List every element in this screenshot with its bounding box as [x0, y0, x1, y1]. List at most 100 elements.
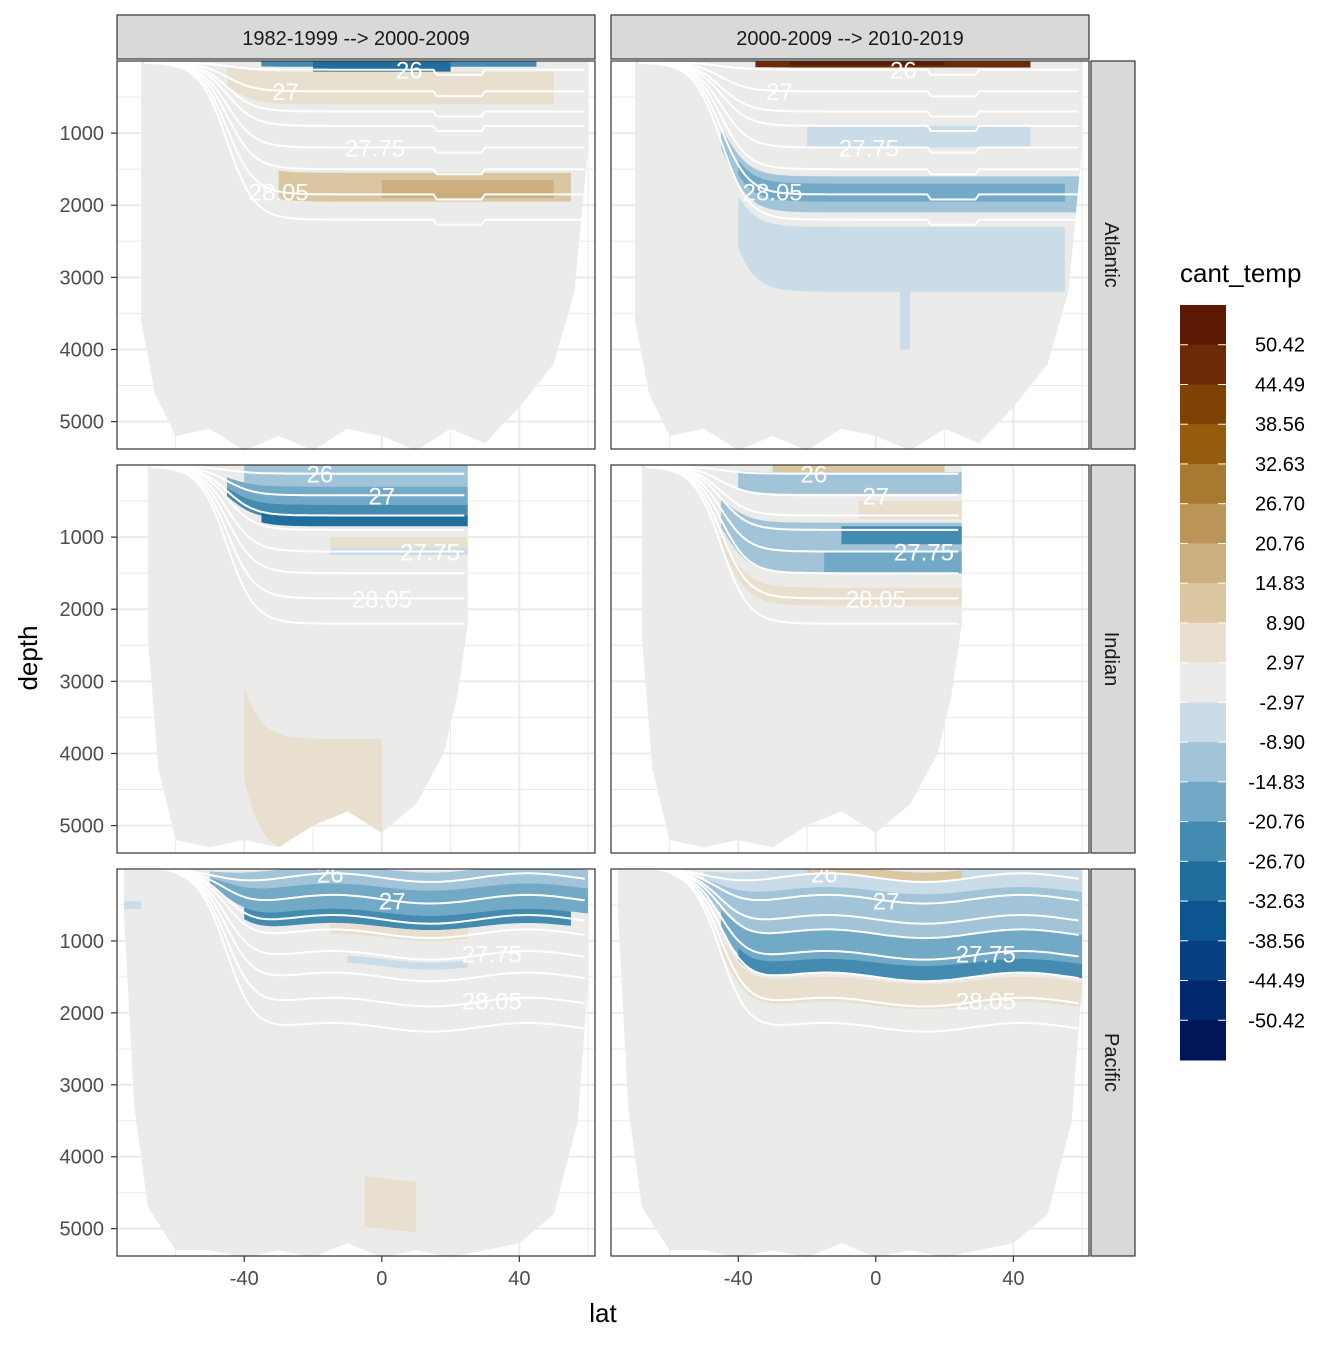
y-tick-label: 3000	[60, 1075, 105, 1097]
anomaly-band	[209, 877, 589, 916]
isopycnal-line	[621, 869, 1079, 1008]
anomaly-band	[227, 477, 468, 505]
isopycnal-line	[645, 465, 959, 531]
legend-label: 20.76	[1255, 533, 1305, 555]
strip-background	[1090, 464, 1136, 854]
legend-swatch	[1180, 861, 1226, 902]
contour-label: 27	[272, 79, 299, 106]
anomaly-band	[227, 487, 468, 520]
isopycnals	[638, 61, 1079, 226]
isopycnal-line	[645, 465, 959, 575]
isopycnal-line	[638, 61, 1079, 154]
isopycnal-line	[144, 61, 585, 226]
isopycnal-line	[127, 869, 585, 983]
panels: 26 27 27.75 28.05 26 27 27.75 28.05 26 27 27.75 28.…	[116, 58, 1090, 1258]
column-strip-label: 2000-2009 --> 2010-2019	[736, 28, 963, 50]
isopycnal-line	[144, 61, 585, 154]
anomaly-band	[721, 936, 1083, 1010]
isopycnal-line	[621, 869, 1079, 940]
isopycnal-line	[638, 61, 1079, 118]
legend-swatch	[1180, 781, 1226, 823]
y-tick-label: 5000	[60, 816, 105, 838]
isopycnal-line	[638, 61, 1079, 98]
row-strip-label: Pacific	[1100, 1033, 1122, 1092]
isopycnal-line	[645, 465, 959, 497]
legend-swatch	[1180, 305, 1226, 346]
isopycnal-line	[127, 869, 585, 1033]
legend-label: -2.97	[1259, 692, 1305, 714]
anomaly-band	[899, 277, 911, 350]
facet-panel-indian-2: 26 27 27.75 28.05	[610, 462, 1090, 854]
legend-swatch	[1180, 463, 1226, 505]
x-axis-title: lat	[589, 1298, 617, 1328]
panel-border	[116, 868, 596, 1257]
isopycnal-line	[621, 869, 1079, 1033]
y-tick-label: 4000	[60, 339, 105, 361]
anomaly-band	[330, 537, 468, 548]
x-tick-label: 40	[508, 1268, 530, 1290]
column-strip-1: 1982-1999 --> 2000-2009	[116, 14, 596, 60]
contour-label: 28.05	[462, 988, 522, 1015]
legend-swatch	[1180, 980, 1226, 1021]
y-tick-label: 2000	[60, 195, 105, 217]
strips: 1982-1999 --> 2000-2009 2000-2009 --> 201…	[116, 14, 1136, 1257]
isopycnal-line	[127, 869, 585, 883]
legend-label: -38.56	[1248, 931, 1305, 953]
isopycnal-line	[638, 61, 1079, 176]
facet-panel-atlantic-1: 26 27 27.75 28.05	[116, 58, 596, 451]
x-tick-label: -40	[230, 1268, 259, 1290]
isopycnal-line	[638, 61, 1079, 201]
ocean-section	[123, 869, 589, 1258]
facet-panel-pacific-2: 26 27 27.75 28.05	[610, 861, 1090, 1258]
isopycnals	[645, 465, 959, 625]
y-tick-label: 3000	[60, 267, 105, 289]
facet-panel-pacific-1: 26 27 27.75 28.05	[116, 861, 596, 1258]
contour-label: 27.75	[894, 540, 954, 567]
contour-label: 27	[766, 79, 793, 106]
isopycnal-line	[621, 869, 1079, 883]
contour-label: 27	[368, 483, 395, 510]
legend-swatch	[1180, 1020, 1226, 1061]
contour-label: 27.75	[956, 942, 1016, 969]
column-strip-2: 2000-2009 --> 2010-2019	[610, 14, 1090, 60]
legend-label: 8.90	[1266, 613, 1305, 635]
anomaly-band	[789, 61, 945, 66]
strip-background	[1090, 60, 1136, 450]
contour-label: 26	[307, 462, 334, 489]
isopycnal-line	[621, 869, 1079, 983]
isopycnal-line	[645, 465, 959, 553]
legend-title: cant_temp	[1180, 258, 1301, 288]
isopycnal-line	[127, 869, 585, 925]
isopycnal-line	[144, 61, 585, 132]
legend-label: -32.63	[1248, 891, 1305, 913]
isopycnal-line	[151, 465, 465, 517]
anomaly-band	[244, 465, 468, 487]
isopycnal-line	[127, 869, 585, 961]
contour-label: 27.75	[839, 136, 899, 163]
legend-swatch	[1180, 662, 1226, 703]
contour-label: 28.05	[743, 179, 803, 206]
anomaly-band	[227, 67, 554, 105]
isopycnal-line	[151, 466, 465, 600]
contour-label: 27.75	[400, 540, 460, 567]
isopycnal-line	[144, 61, 585, 98]
legend: cant_temp 50.42 44.49 38.56 32.63 26.70 20.76…	[1180, 258, 1305, 1061]
isopycnal-line	[151, 465, 465, 553]
row-strip-pacific: Pacific	[1090, 868, 1136, 1257]
contour-label: 27	[873, 889, 900, 916]
anomaly-band	[824, 551, 962, 574]
ocean-section	[147, 465, 468, 848]
contour-label: 28.05	[846, 586, 906, 613]
y-tick-label: 4000	[60, 1147, 105, 1169]
panel-border	[116, 464, 596, 854]
anomaly-band	[721, 909, 1083, 974]
isopycnal-line	[638, 61, 1079, 76]
anomaly-band	[721, 535, 962, 606]
contour-label: 27	[379, 889, 406, 916]
contour-label: 26	[811, 861, 838, 888]
isopycnal-line	[144, 61, 585, 76]
anomaly-band	[738, 160, 1065, 202]
anomaly-band	[807, 869, 962, 882]
legend-label: -14.83	[1248, 772, 1305, 794]
